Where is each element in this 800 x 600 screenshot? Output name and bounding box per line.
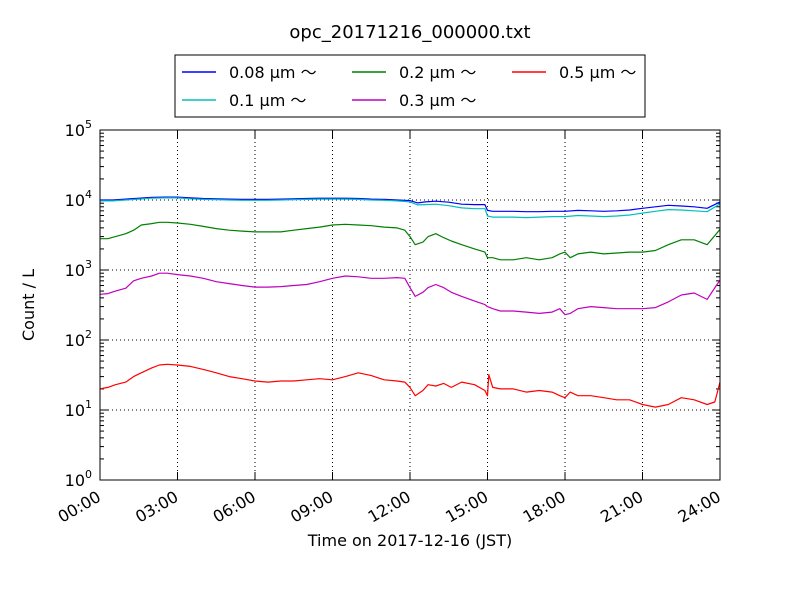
series-line-2: [100, 221, 720, 261]
grid-lines: [100, 130, 720, 480]
legend-label-2: 0.2 μm ～: [399, 63, 476, 82]
series-line-4: [100, 363, 720, 408]
chart-title: opc_20171216_000000.txt: [289, 22, 530, 43]
series-line-3: [100, 272, 720, 316]
y-tick-exponent: 2: [85, 328, 92, 341]
legend: 0.08 μm ～ 0.1 μm ～ 0.2 μm ～ 0.3 μm ～ 0.5 μm …: [174, 54, 646, 118]
y-tick-exponent: 1: [85, 398, 92, 411]
y-tick-exponent: 3: [85, 258, 92, 271]
series-line-0: [100, 196, 720, 213]
series-lines: [100, 196, 720, 408]
legend-label-3: 0.3 μm ～: [399, 91, 476, 110]
y-tick-exponent: 0: [85, 468, 92, 481]
y-tick-exponent: 4: [85, 188, 92, 201]
plot-frame: [99, 129, 721, 481]
legend-label-1: 0.1 μm ～: [229, 91, 306, 110]
legend-label-4: 0.5 μm ～: [559, 63, 636, 82]
legend-frame: [174, 54, 646, 118]
y-axis-label: Count / L: [19, 269, 38, 341]
series-line-1: [100, 197, 720, 219]
y-tick-exponent: 5: [85, 118, 92, 131]
x-axis-label: Time on 2017-12-16 (JST): [307, 531, 512, 550]
legend-label-0: 0.08 μm ～: [229, 63, 317, 82]
